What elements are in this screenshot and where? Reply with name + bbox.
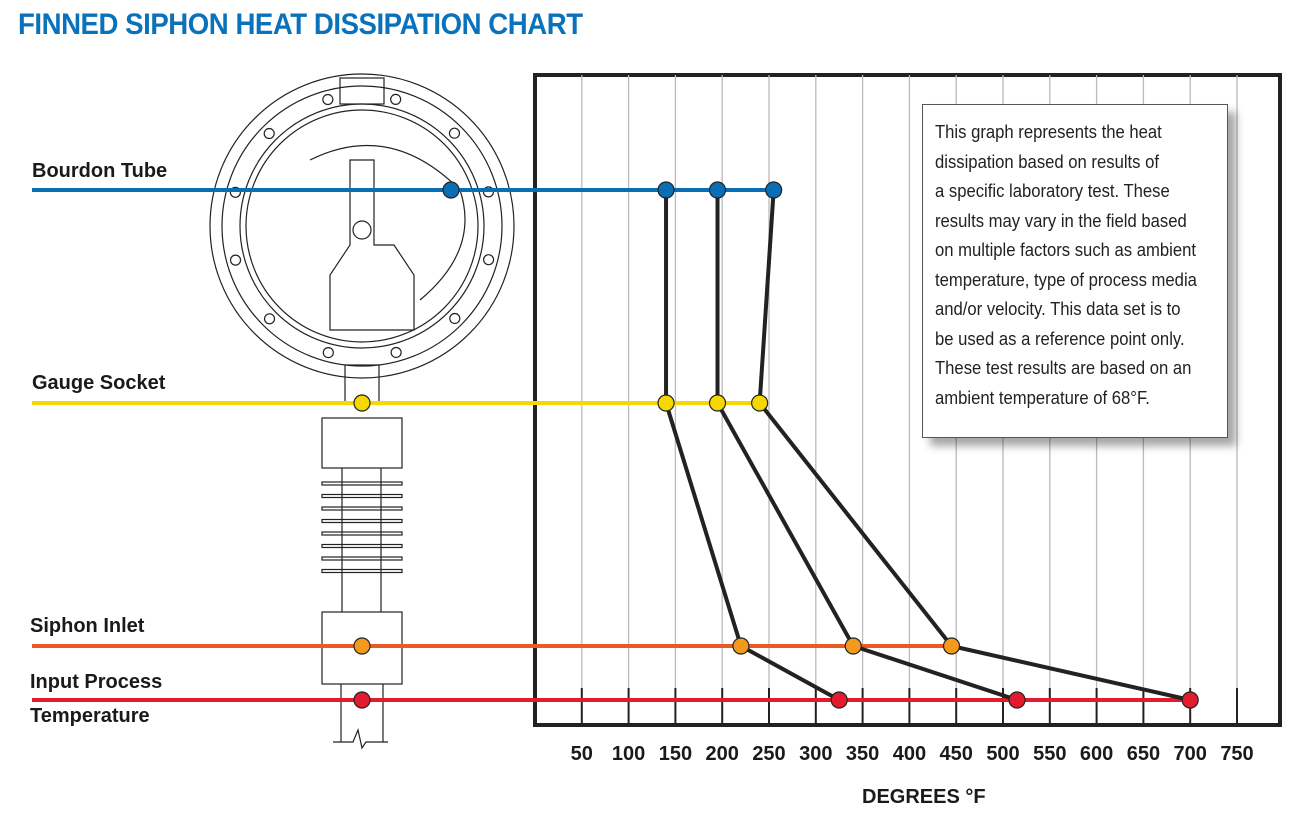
siphon-fin — [321, 531, 403, 536]
x-tick-label: 50 — [571, 743, 593, 765]
data-point — [751, 394, 769, 412]
x-axis-label: DEGREES °F — [862, 786, 986, 808]
x-tick-label: 600 — [1080, 743, 1113, 765]
row-marker — [353, 691, 371, 709]
bolt-hole — [322, 346, 334, 359]
chart-frame — [533, 73, 1282, 727]
note-line: and/or velocity. This data set is to — [935, 298, 1181, 319]
x-tick-label: 250 — [752, 743, 785, 765]
bolt-hole — [449, 312, 461, 325]
siphon-top-block — [321, 417, 403, 469]
siphon-fin — [321, 568, 403, 574]
gauge-pivot — [352, 220, 372, 240]
row-marker — [353, 394, 371, 412]
row-label-bourdon-tube: Bourdon Tube — [32, 160, 168, 182]
data-point — [657, 181, 675, 199]
data-point — [844, 637, 862, 655]
bolt-hole — [229, 254, 242, 266]
note-line: results may vary in the field based — [935, 209, 1187, 231]
row-label-gauge-socket: Gauge Socket — [32, 372, 166, 394]
row-label-temperature: Temperature — [30, 705, 150, 727]
x-tick-label: 450 — [940, 743, 973, 765]
note-line: ambient temperature of 68°F. — [935, 386, 1150, 408]
siphon-fin — [321, 493, 403, 499]
series-line — [664, 190, 841, 702]
note-box: This graph represents the heat dissipati… — [922, 104, 1228, 438]
x-tick-label: 300 — [799, 743, 832, 765]
bourdon-tube-coil — [309, 144, 466, 301]
bolt-hole — [229, 186, 242, 198]
data-point — [708, 181, 727, 199]
siphon-fin — [321, 518, 403, 524]
data-point — [657, 394, 675, 412]
series-line — [715, 190, 1018, 702]
x-tick-label: 500 — [986, 743, 1019, 765]
gauge-top-lug — [339, 77, 385, 105]
data-point — [1008, 691, 1026, 709]
siphon-fin — [321, 481, 403, 486]
note-line: This graph represents the heat — [935, 121, 1162, 142]
data-point — [765, 181, 783, 199]
bolt-hole — [390, 346, 402, 359]
note-line: temperature, type of process media — [935, 268, 1197, 290]
x-tick-label: 350 — [846, 743, 879, 765]
data-point — [708, 394, 727, 412]
note-line: be used as a reference point only. — [935, 327, 1185, 349]
bolt-hole — [482, 254, 495, 266]
note-line: These test results are based on an — [935, 357, 1192, 378]
x-tick-label: 100 — [612, 743, 645, 765]
gauge-movement-plate — [329, 159, 415, 331]
chart-title: FINNED SIPHON HEAT DISSIPATION CHART — [18, 8, 583, 41]
gauge-outer-ring — [209, 73, 515, 379]
x-tick-label: 200 — [706, 743, 739, 765]
bolt-hole — [263, 127, 275, 140]
data-point — [942, 637, 961, 655]
row-marker — [442, 181, 460, 199]
siphon-fin — [321, 543, 403, 549]
siphon-fin — [321, 556, 403, 561]
bolt-hole — [390, 93, 402, 106]
gauge-case — [245, 109, 479, 343]
siphon-fin — [321, 506, 403, 511]
x-tick-label: 150 — [659, 743, 692, 765]
row-marker — [353, 637, 371, 655]
note-line: a specific laboratory test. These — [935, 180, 1170, 201]
bolt-hole — [263, 313, 276, 325]
x-tick-label: 650 — [1127, 743, 1160, 765]
x-tick-label: 750 — [1220, 743, 1253, 765]
bolt-hole — [322, 93, 334, 106]
note-line: on multiple factors such as ambient — [935, 239, 1196, 260]
bolt-hole — [448, 127, 461, 139]
gauge-inner-ring — [239, 103, 485, 349]
series-line — [757, 189, 1191, 702]
gauge-bezel — [221, 85, 503, 367]
data-point — [830, 691, 848, 709]
x-tick-label: 400 — [893, 743, 926, 765]
data-point — [732, 637, 750, 655]
row-label-siphon-inlet: Siphon Inlet — [30, 615, 145, 637]
x-tick-label: 700 — [1174, 743, 1207, 765]
note-line: dissipation based on results of — [935, 150, 1159, 172]
row-label-input-process: Input Process — [30, 671, 163, 693]
process-pipe — [333, 684, 388, 750]
data-point — [1181, 691, 1199, 709]
x-tick-label: 550 — [1033, 743, 1066, 765]
